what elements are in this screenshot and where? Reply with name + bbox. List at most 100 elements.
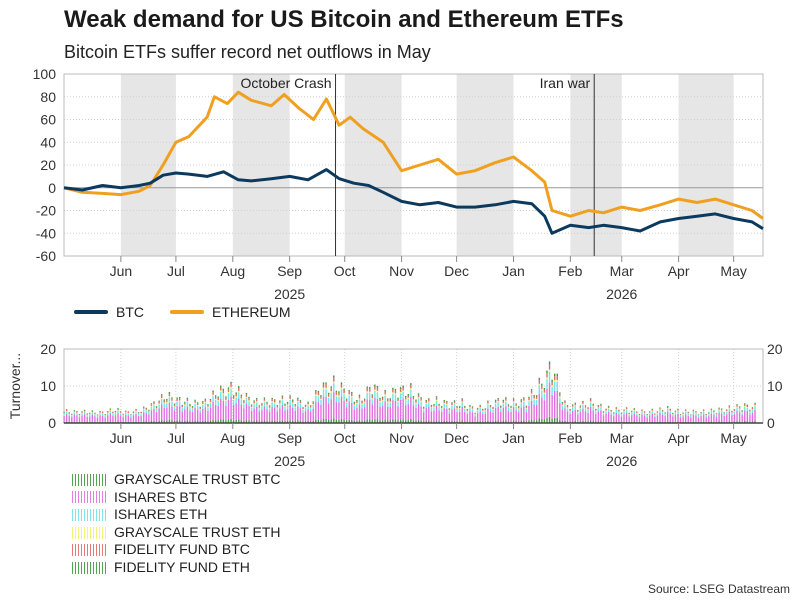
bar-segment <box>597 405 600 406</box>
bar-segment <box>271 401 273 403</box>
bar-segment <box>343 394 345 401</box>
bar-segment <box>163 399 165 401</box>
bar-segment <box>505 400 507 402</box>
bar-segment <box>566 406 569 408</box>
bar-segment <box>235 419 237 423</box>
bar-segment <box>320 420 322 423</box>
bar-segment <box>754 402 756 404</box>
bar-segment <box>184 402 186 405</box>
bar-segment <box>304 404 307 406</box>
bar-segment <box>548 364 551 370</box>
bar-segment <box>656 411 659 413</box>
bar-segment <box>543 387 546 390</box>
bar-segment <box>695 411 697 412</box>
bar-segment <box>582 404 584 409</box>
bar-segment <box>651 410 653 412</box>
bar-segment <box>487 420 489 423</box>
bar-segment <box>394 393 397 395</box>
bar-segment <box>556 382 558 391</box>
bar-segment <box>338 402 340 420</box>
bar-segment <box>510 408 512 412</box>
bar-segment <box>636 411 638 413</box>
bar-segment <box>546 370 548 374</box>
bar-segment <box>592 406 594 408</box>
bar-segment <box>371 395 374 399</box>
bar-segment <box>466 408 469 410</box>
bar-segment <box>643 413 646 416</box>
bar-segment <box>682 413 684 414</box>
bar-segment <box>245 403 248 420</box>
bar-segment <box>738 406 741 408</box>
bar-segment <box>502 402 505 404</box>
bar-segment <box>227 387 230 390</box>
bar-segment <box>741 414 743 422</box>
bar-segment <box>448 413 451 422</box>
bar-segment <box>520 403 522 408</box>
bar-segment <box>458 411 461 422</box>
bar-segment <box>238 390 240 393</box>
bar-segment <box>587 409 589 413</box>
bar-segment <box>302 421 304 423</box>
bar-segment <box>397 406 399 421</box>
bar-segment <box>510 406 512 409</box>
bar-segment <box>489 405 492 407</box>
bar-segment <box>212 401 214 420</box>
bar-segment <box>672 412 674 414</box>
bar-segment <box>574 406 576 410</box>
bar-segment <box>620 414 623 417</box>
bar-segment <box>194 420 196 423</box>
bar-segment <box>397 420 399 423</box>
bar-segment <box>376 398 379 420</box>
bar-segment <box>471 407 474 409</box>
bar-segment <box>335 392 338 395</box>
bar-segment <box>559 396 561 398</box>
bar-segment <box>109 409 112 411</box>
bar-segment <box>497 402 499 407</box>
bar-segment <box>720 408 723 410</box>
bar-segment <box>148 411 150 412</box>
bar-segment <box>140 415 142 422</box>
bar-segment <box>543 389 546 393</box>
bar-segment <box>158 400 160 402</box>
bar-segment <box>351 402 353 420</box>
bar-segment <box>458 406 461 409</box>
bar-segment <box>613 414 615 417</box>
bar-segment <box>726 411 728 415</box>
bar-segment <box>692 411 695 412</box>
bar-segment <box>502 403 505 408</box>
bar-segment <box>392 419 394 423</box>
bar-segment <box>595 413 597 422</box>
bar-segment <box>325 389 327 397</box>
bar-segment <box>579 421 582 423</box>
bar-segment <box>248 401 250 407</box>
bar-segment <box>202 408 204 421</box>
bar-segment <box>150 403 153 405</box>
bar-segment <box>397 401 399 407</box>
bar-segment <box>232 395 235 397</box>
bar-segment <box>196 409 199 421</box>
bar-segment <box>615 412 618 422</box>
bar-segment <box>587 409 589 410</box>
x-axis-top-month-label: Mar <box>610 263 634 279</box>
bar-segment <box>458 408 461 409</box>
bar-segment <box>661 410 664 412</box>
bar-segment <box>746 407 749 412</box>
legend-label: FIDELITY FUND BTC <box>114 541 250 558</box>
bar-segment <box>569 410 571 412</box>
bar-segment <box>461 399 463 402</box>
bar-segment <box>191 406 194 407</box>
bar-segment <box>677 410 679 412</box>
bar-segment <box>541 419 543 423</box>
bar-segment <box>256 401 258 403</box>
bar-segment <box>605 409 607 411</box>
bar-segment <box>281 395 284 397</box>
bar-segment <box>68 412 70 413</box>
bar-segment <box>402 387 404 391</box>
bar-segment <box>289 398 291 400</box>
bar-segment <box>415 402 417 404</box>
bar-segment <box>702 411 705 415</box>
bar-segment <box>119 411 122 413</box>
x-axis-bottom-month-label: Jun <box>110 430 133 446</box>
bar-segment <box>127 411 130 412</box>
bar-segment <box>284 406 286 411</box>
